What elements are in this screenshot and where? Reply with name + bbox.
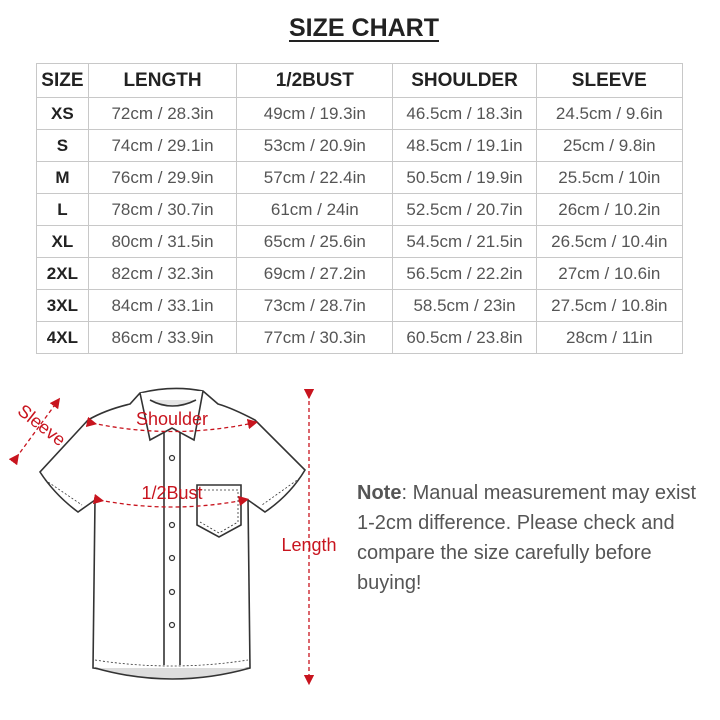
measurement-cell: 26cm / 10.2in	[535, 193, 684, 226]
page-title: SIZE CHART	[0, 14, 720, 43]
measurement-cell: 27.5cm / 10.8in	[535, 289, 684, 322]
size-cell: 2XL	[36, 257, 89, 290]
bust-measure-line	[92, 493, 250, 508]
measurement-cell: 25.5cm / 10in	[535, 161, 684, 194]
column-header: SIZE	[36, 63, 89, 98]
size-table: SIZE LENGTH 1/2BUST SHOULDER SLEEVE XS 72cm /…	[36, 63, 684, 354]
measurement-cell: 61cm / 24in	[236, 193, 394, 226]
shoulder-measure-line	[85, 416, 259, 433]
measurement-cell: 52.5cm / 20.7in	[392, 193, 537, 226]
measurement-cell: 25cm / 9.8in	[535, 129, 684, 162]
measurement-cell: 46.5cm / 18.3in	[392, 97, 537, 130]
measurement-cell: 74cm / 29.1in	[87, 129, 238, 162]
shirt-icon	[38, 387, 307, 680]
size-cell: XL	[36, 225, 89, 258]
size-cell: 4XL	[36, 321, 89, 354]
table-row: 4XL 86cm / 33.9in 77cm / 30.3in 60.5cm / 23…	[36, 321, 684, 354]
table-row: 2XL 82cm / 32.3in 69cm / 27.2in 56.5cm / 22…	[36, 257, 684, 290]
table-header-row: SIZE LENGTH 1/2BUST SHOULDER SLEEVE	[36, 63, 684, 98]
table-row: 3XL 84cm / 33.1in 73cm / 28.7in 58.5cm / 23…	[36, 289, 684, 322]
sleeve-label: Sleeve	[14, 400, 70, 450]
measurement-cell: 48.5cm / 19.1in	[392, 129, 537, 162]
measurement-cell: 50.5cm / 19.9in	[392, 161, 537, 194]
title-text: SIZE CHART	[289, 14, 439, 42]
measurement-note: Note: Manual measurement may exist 1-2cm…	[357, 478, 697, 598]
column-header: 1/2BUST	[236, 63, 394, 98]
measurement-cell: 58.5cm / 23in	[392, 289, 537, 322]
column-header: SLEEVE	[535, 63, 684, 98]
measurement-cell: 76cm / 29.9in	[87, 161, 238, 194]
measurement-cell: 24.5cm / 9.6in	[535, 97, 684, 130]
measurement-cell: 84cm / 33.1in	[87, 289, 238, 322]
measurement-cell: 60.5cm / 23.8in	[392, 321, 537, 354]
bust-label: 1/2Bust	[141, 483, 202, 503]
measurement-cell: 69cm / 27.2in	[236, 257, 394, 290]
measurement-cell: 86cm / 33.9in	[87, 321, 238, 354]
measurement-cell: 73cm / 28.7in	[236, 289, 394, 322]
shirt-buttons	[168, 454, 176, 629]
size-cell: M	[36, 161, 89, 194]
measurement-cell: 56.5cm / 22.2in	[392, 257, 537, 290]
measurement-cell: 82cm / 32.3in	[87, 257, 238, 290]
table-row: L 78cm / 30.7in 61cm / 24in 52.5cm / 20.7in…	[36, 193, 684, 226]
measurement-cell: 26.5cm / 10.4in	[535, 225, 684, 258]
measurement-cell: 28cm / 11in	[535, 321, 684, 354]
shoulder-label: Shoulder	[136, 409, 208, 429]
table-row: M 76cm / 29.9in 57cm / 22.4in 50.5cm / 19.9…	[36, 161, 684, 194]
note-text: : Manual measurement may exist 1-2cm dif…	[357, 482, 697, 594]
size-cell: S	[36, 129, 89, 162]
measurement-cell: 77cm / 30.3in	[236, 321, 394, 354]
column-header: LENGTH	[87, 63, 238, 98]
table-row: XL 80cm / 31.5in 65cm / 25.6in 54.5cm / 21.…	[36, 225, 684, 258]
measurement-cell: 80cm / 31.5in	[87, 225, 238, 258]
measurement-cell: 72cm / 28.3in	[87, 97, 238, 130]
table-row: XS 72cm / 28.3in 49cm / 19.3in 46.5cm / 18.…	[36, 97, 684, 130]
length-label: Length	[281, 535, 336, 555]
measurement-cell: 78cm / 30.7in	[87, 193, 238, 226]
sleeve-measure-line	[8, 397, 61, 466]
note-label: Note	[357, 482, 402, 504]
size-cell: 3XL	[36, 289, 89, 322]
